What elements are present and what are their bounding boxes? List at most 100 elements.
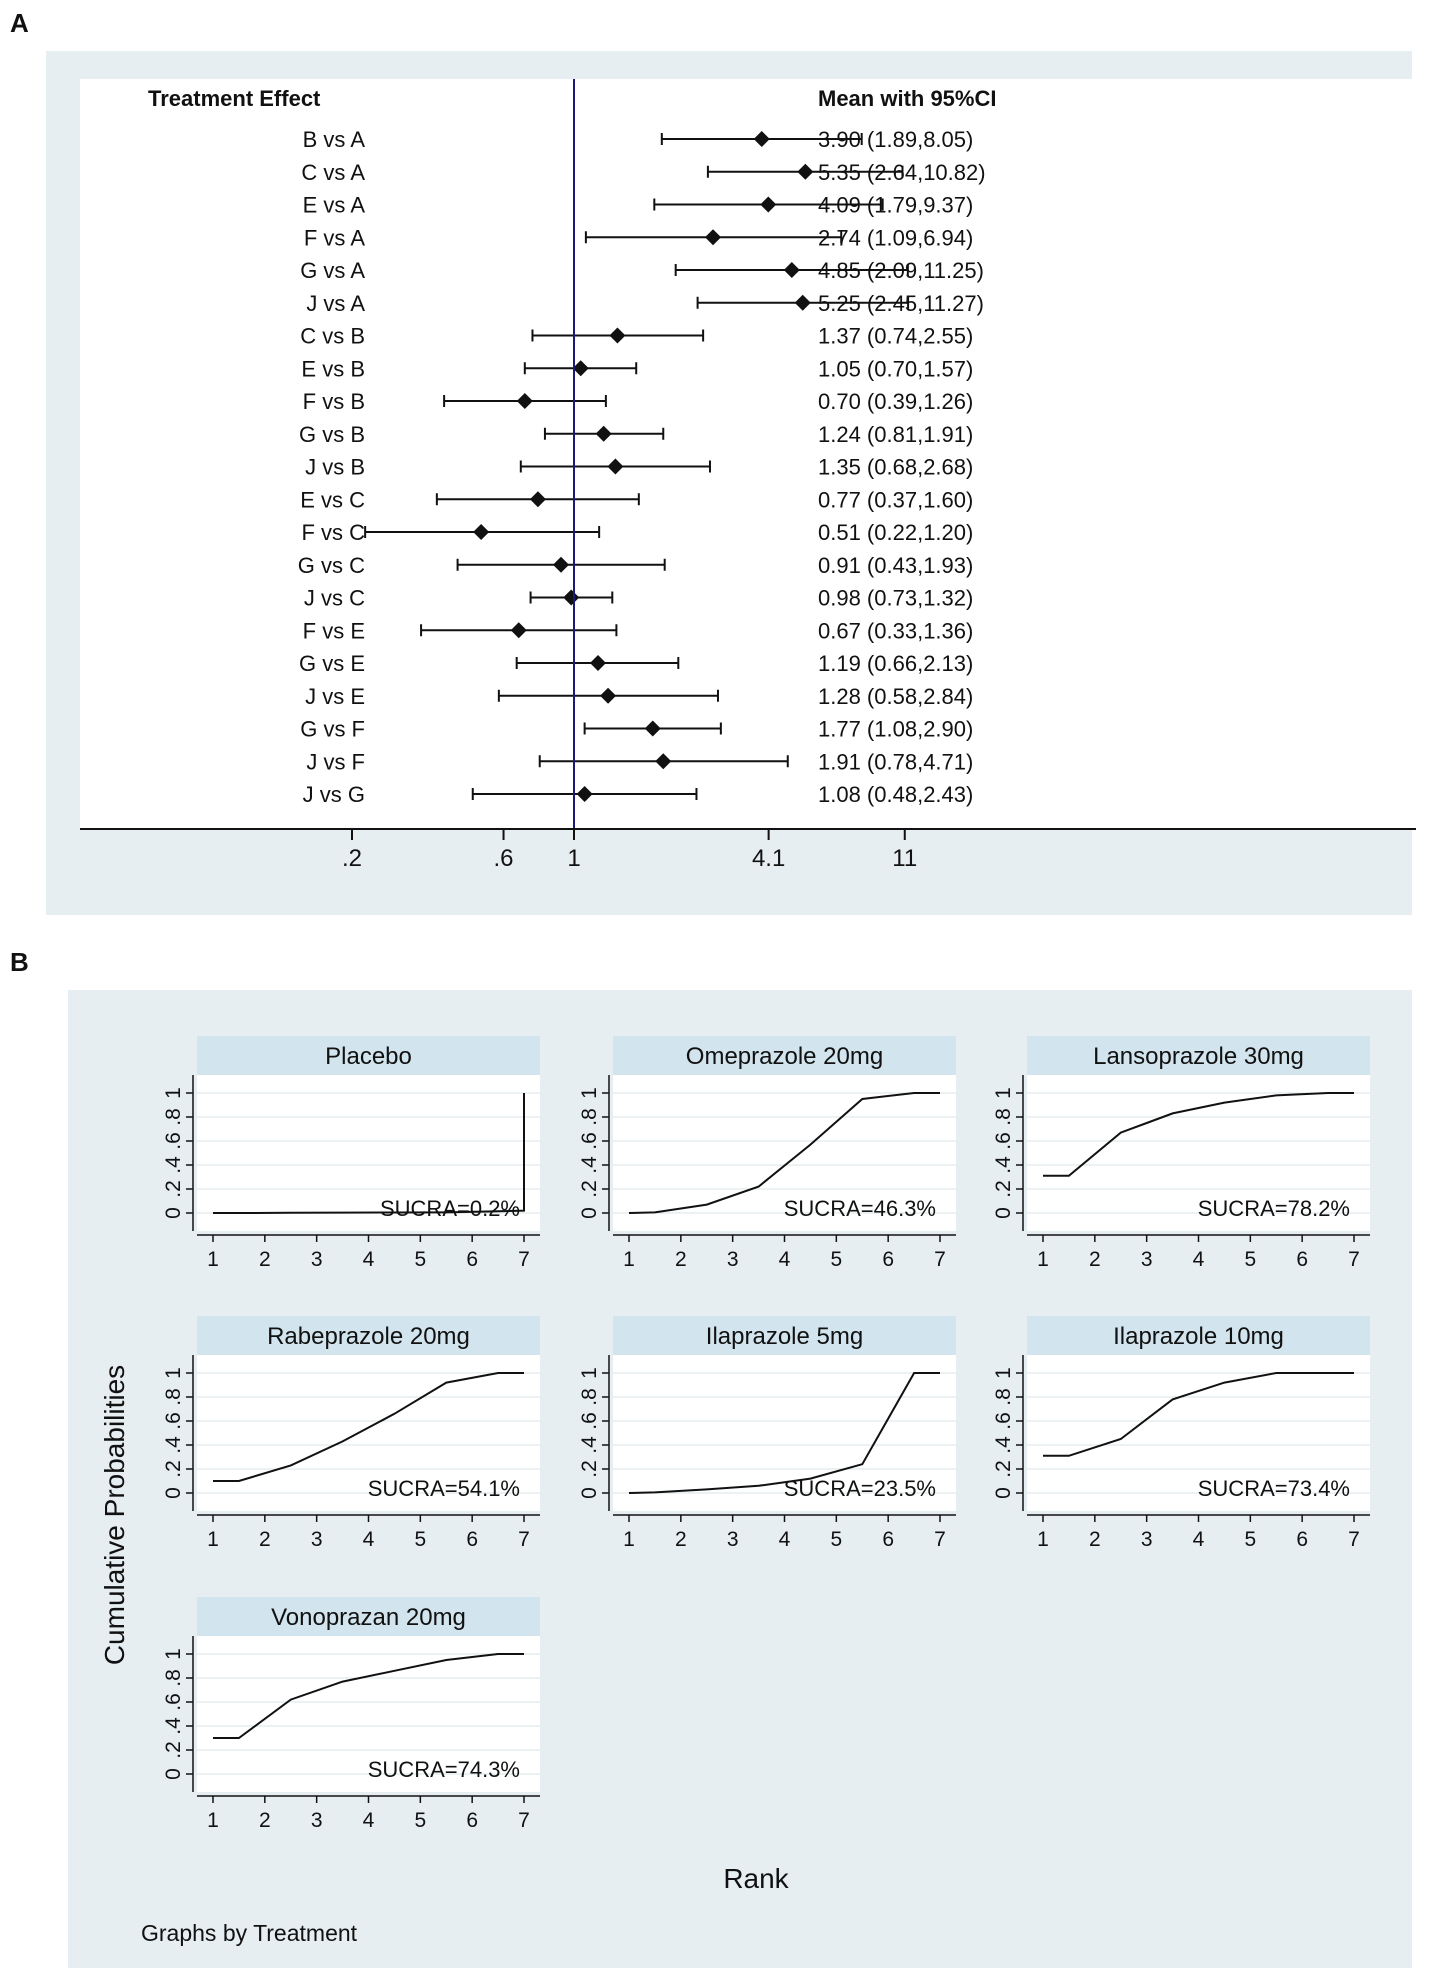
graphs-by-note: Graphs by Treatment [141, 1920, 358, 1946]
row-label: J vs A [306, 291, 365, 316]
panel-x-tick-label: 5 [1244, 1248, 1256, 1271]
sucra-panel: Placebo 0 .2 .4 .6 .8 1 1 2 3 4 5 6 7 SUCRA=0.2% [162, 1036, 540, 1271]
panel-y-tick-label: .4 [162, 1436, 185, 1454]
panel-x-tick-label: 7 [518, 1528, 530, 1551]
sucra-figure: Placebo 0 .2 .4 .6 .8 1 1 2 3 4 5 6 7 SUCRA=0.2% Omepra… [68, 990, 1412, 1968]
panel-x-tick-label: 6 [1296, 1528, 1308, 1551]
panel-title: Placebo [325, 1043, 412, 1070]
point-estimate [552, 556, 569, 573]
panel-y-tick-label: .2 [992, 1180, 1015, 1198]
panel-x-tick-label: 5 [414, 1248, 426, 1271]
row-label: J vs G [303, 782, 365, 807]
panel-x-tick-label: 4 [363, 1248, 375, 1271]
panel-y-tick-label: 1 [162, 1087, 185, 1099]
panel-x-tick-label: 6 [466, 1809, 478, 1832]
cumulative-rank-curve [628, 1372, 940, 1494]
panel-plot-area [197, 1355, 540, 1511]
panel-y-tick-label: .6 [578, 1132, 601, 1150]
panel-y-tick-label: 1 [992, 1087, 1015, 1099]
point-estimate [794, 294, 811, 311]
row-value: 2.74 (1.09,6.94) [818, 225, 973, 250]
row-value: 0.98 (0.73,1.32) [818, 586, 973, 611]
row-label: F vs C [301, 520, 365, 545]
row-label: J vs E [305, 684, 365, 709]
panel-label-a: A [10, 8, 29, 38]
row-label: J vs B [305, 455, 365, 480]
point-estimate [783, 262, 800, 278]
panel-y-tick-label: 0 [162, 1207, 185, 1219]
row-label: B vs A [303, 127, 366, 152]
cumulative-rank-curve [213, 1372, 524, 1482]
panel-x-tick-label: 7 [1348, 1248, 1360, 1271]
cumulative-rank-curve [1043, 1372, 1354, 1457]
panel-title: Ilaprazole 5mg [706, 1323, 863, 1350]
panel-x-tick-label: 3 [1141, 1528, 1153, 1551]
panel-strip [197, 1316, 540, 1355]
row-value: 0.77 (0.37,1.60) [818, 487, 973, 512]
row-label: J vs F [306, 749, 365, 774]
panel-y-tick-label: .8 [992, 1108, 1015, 1126]
point-estimate [600, 687, 617, 704]
row-label: G vs C [298, 553, 365, 578]
point-estimate [589, 655, 606, 671]
panel-y-tick-label: 0 [162, 1768, 185, 1780]
panel-y-tick-label: 1 [578, 1367, 601, 1379]
panel-plot-area [1027, 1355, 1370, 1511]
sucra-label: SUCRA=73.4% [1198, 1476, 1350, 1501]
row-value: 0.51 (0.22,1.20) [818, 520, 973, 545]
panel-y-tick-label: .6 [578, 1412, 601, 1430]
panel-x-tick-label: 5 [1244, 1528, 1256, 1551]
panel-x-tick-label: 4 [1193, 1248, 1205, 1271]
row-label: C vs A [301, 160, 365, 185]
panel-y-tick-label: .6 [162, 1132, 185, 1150]
panel-y-tick-label: 0 [162, 1487, 185, 1499]
row-label: E vs C [300, 487, 365, 512]
panel-x-tick-label: 7 [1348, 1528, 1360, 1551]
row-label: G vs E [299, 651, 365, 676]
panel-y-tick-label: 1 [992, 1367, 1015, 1379]
row-value: 1.19 (0.66,2.13) [818, 651, 973, 676]
panel-x-tick-label: 4 [363, 1528, 375, 1551]
panel-x-tick-label: 2 [675, 1528, 687, 1551]
panel-x-tick-label: 2 [1089, 1528, 1101, 1551]
panel-plot-area [197, 1075, 540, 1231]
point-estimate [529, 491, 546, 508]
panel-x-tick-label: 3 [727, 1528, 739, 1551]
point-estimate [576, 786, 593, 802]
row-value: 1.08 (0.48,2.43) [818, 782, 973, 807]
point-estimate [760, 196, 777, 213]
panel-y-tick-label: .2 [992, 1460, 1015, 1478]
panel-x-tick-label: 1 [623, 1248, 635, 1271]
point-estimate [516, 393, 533, 409]
panel-x-tick-label: 6 [466, 1248, 478, 1271]
panel-y-tick-label: .6 [162, 1412, 185, 1430]
row-label: F vs A [304, 225, 365, 250]
panel-x-tick-label: 2 [259, 1248, 271, 1271]
panel-y-tick-label: .4 [162, 1717, 185, 1735]
panel-x-tick-label: 7 [934, 1248, 946, 1271]
sucra-panel: Ilaprazole 5mg 0 .2 .4 .6 .8 1 1 2 3 4 5 6 7 SUCRA=23.… [578, 1316, 956, 1551]
point-estimate [510, 622, 527, 639]
panel-y-tick-label: .8 [162, 1669, 185, 1687]
panel-y-tick-label: 0 [992, 1207, 1015, 1219]
panel-strip [1027, 1036, 1370, 1075]
forest-x-tick-label: .6 [494, 845, 514, 872]
panel-y-tick-label: .2 [162, 1460, 185, 1478]
panel-x-tick-label: 5 [830, 1528, 842, 1551]
panel-title: Ilaprazole 10mg [1113, 1323, 1284, 1350]
panel-y-tick-label: .8 [578, 1108, 601, 1126]
forest-plot: Treatment Effect Mean with 95%CI B vs A 3… [46, 51, 1416, 915]
row-value: 5.25 (2.45,11.27) [818, 291, 984, 316]
forest-x-tick-label: 1 [567, 845, 580, 872]
panel-y-tick-label: .2 [578, 1180, 601, 1198]
row-value: 1.77 (1.08,2.90) [818, 717, 973, 742]
panel-y-tick-label: .8 [992, 1388, 1015, 1406]
cumulative-rank-curve [628, 1092, 940, 1214]
panel-x-tick-label: 3 [311, 1528, 323, 1551]
panel-y-tick-label: .6 [992, 1132, 1015, 1150]
panel-x-tick-label: 1 [1037, 1528, 1049, 1551]
point-estimate [473, 524, 490, 540]
panel-x-tick-label: 2 [1089, 1248, 1101, 1271]
panel-plot-area [1027, 1075, 1370, 1231]
sucra-panel: Vonoprazan 20mg 0 .2 .4 .6 .8 1 1 2 3 4 5 6 7 SUCRA=74… [162, 1597, 540, 1832]
